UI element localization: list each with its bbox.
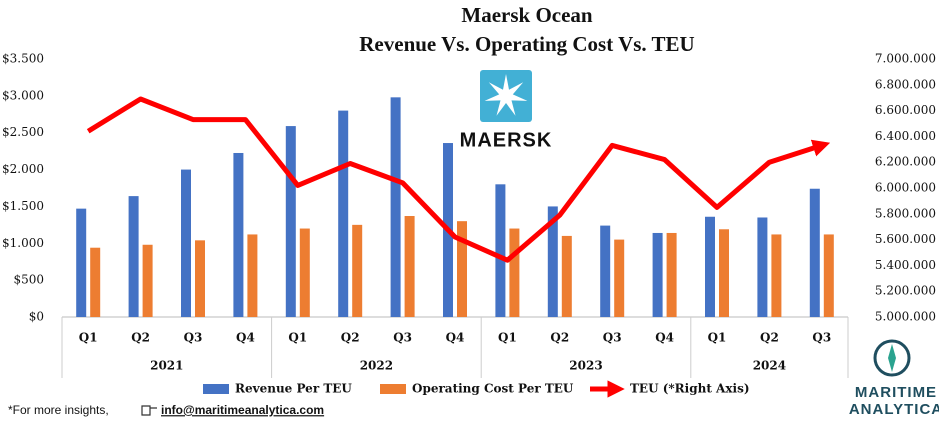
x-tick-label: Q1 xyxy=(708,331,727,345)
bar xyxy=(90,247,101,317)
footer-note: *For more insights, xyxy=(8,403,109,417)
bar xyxy=(719,229,729,317)
bar xyxy=(352,224,363,317)
x-tick-label: Q1 xyxy=(288,331,307,345)
legend-label: Operating Cost Per TEU xyxy=(412,382,574,396)
x-tick-label: Q1 xyxy=(498,331,517,345)
bar xyxy=(181,169,191,317)
bar xyxy=(652,232,663,317)
y2-tick-label: 6.000.000 xyxy=(875,181,936,195)
x-tick-label: Q3 xyxy=(812,331,831,345)
bar xyxy=(561,235,572,317)
bar xyxy=(299,228,310,317)
footer-email[interactable]: info@maritimeanalytica.com xyxy=(161,403,324,417)
x-group-label: 2021 xyxy=(150,359,183,373)
y-tick-label: $3.000 xyxy=(2,88,44,102)
y-tick-label: $0 xyxy=(29,310,44,324)
x-tick-label: Q1 xyxy=(79,331,98,345)
x-tick-label: Q3 xyxy=(393,331,412,345)
bar xyxy=(128,196,139,317)
y2-tick-label: 6.800.000 xyxy=(875,77,936,91)
y2-tick-label: 5.600.000 xyxy=(875,232,936,246)
bar xyxy=(233,152,244,317)
y-tick-label: $3.500 xyxy=(2,52,44,66)
bar xyxy=(285,126,296,317)
compass xyxy=(873,339,911,377)
y-tick-label: $2.500 xyxy=(2,125,44,139)
x-tick-label: Q4 xyxy=(655,331,674,345)
y2-tick-label: 6.600.000 xyxy=(875,103,936,117)
chart-title: Maersk Ocean xyxy=(461,3,593,27)
legend-label: TEU (*Right Axis) xyxy=(630,382,750,396)
bar xyxy=(404,216,415,317)
y2-tick-label: 7.000.000 xyxy=(875,52,936,66)
legend-swatch xyxy=(380,384,406,394)
y2-tick-label: 6.200.000 xyxy=(875,155,936,169)
logo-text: MAERSK xyxy=(460,129,553,151)
bar xyxy=(547,206,558,317)
y2-tick-label: 6.400.000 xyxy=(875,129,936,143)
y2-tick-label: 5.200.000 xyxy=(875,284,936,298)
legend-label: Revenue Per TEU xyxy=(235,382,352,396)
y2-tick-label: 5.400.000 xyxy=(875,258,936,272)
x-tick-label: Q2 xyxy=(341,331,360,345)
bar xyxy=(809,188,820,317)
bar xyxy=(705,216,715,317)
bar xyxy=(457,221,467,317)
bar xyxy=(495,184,506,317)
y-tick-label: $1.000 xyxy=(2,236,44,250)
x-tick-label: Q3 xyxy=(603,331,622,345)
y-tick-label: $1.500 xyxy=(2,199,44,213)
bar xyxy=(600,225,611,317)
x-tick-label: Q4 xyxy=(236,331,255,345)
x-tick-label: Q4 xyxy=(446,331,465,345)
x-tick-label: Q3 xyxy=(184,331,203,345)
logo-star xyxy=(484,74,528,116)
bar xyxy=(509,228,520,317)
line xyxy=(86,96,831,263)
bar xyxy=(771,234,782,317)
bar xyxy=(757,217,768,317)
y2-tick-label: 5.000.000 xyxy=(875,310,936,324)
brand-line: ANALYTICA xyxy=(849,401,939,418)
bar xyxy=(823,234,834,317)
x-group-label: 2024 xyxy=(753,359,786,373)
brand-logo: MARITIME ANALYTICA xyxy=(849,339,939,418)
x-tick-label: Q2 xyxy=(760,331,779,345)
y-tick-label: $500 xyxy=(13,273,44,287)
bar xyxy=(142,244,153,317)
y2-tick-label: 5.800.000 xyxy=(875,206,936,220)
x-group-label: 2022 xyxy=(360,359,393,373)
x-tick-label: Q2 xyxy=(131,331,150,345)
bar xyxy=(76,208,87,317)
brand-line: MARITIME xyxy=(855,384,937,401)
bar xyxy=(390,97,401,318)
legend-swatch xyxy=(203,384,229,394)
chart-subtitle: Revenue Vs. Operating Cost Vs. TEU xyxy=(359,32,694,56)
bar xyxy=(195,240,205,317)
compass-needle xyxy=(888,344,896,372)
x-group-label: 2023 xyxy=(569,359,602,373)
bar xyxy=(338,110,349,317)
maersk-logo: MAERSK xyxy=(460,70,553,151)
bar xyxy=(666,232,677,317)
hand-icon xyxy=(141,405,157,416)
y-tick-label: $2.000 xyxy=(2,162,44,176)
x-tick-label: Q2 xyxy=(550,331,569,345)
bar xyxy=(614,239,625,317)
bar xyxy=(247,234,258,317)
